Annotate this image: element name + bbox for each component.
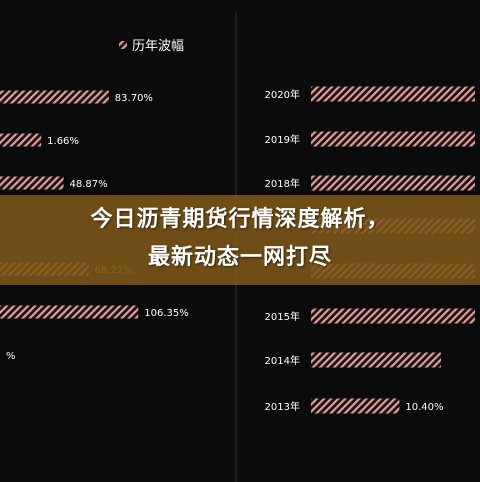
data-label: 1.66% <box>47 136 79 147</box>
category-label: 2015年 <box>265 310 300 323</box>
data-label: % <box>6 351 16 362</box>
data-label: 48.87% <box>70 179 108 190</box>
data-label: 83.70% <box>115 93 153 104</box>
data-label: 10.40% <box>405 402 443 413</box>
category-label: 2020年 <box>265 88 300 101</box>
data-label: 106.35% <box>144 308 189 319</box>
legend-swatch <box>119 41 127 49</box>
bar <box>311 175 475 191</box>
bar <box>311 86 475 102</box>
bar <box>0 90 109 104</box>
headline-line-1: 今日沥青期货行情深度解析， <box>90 207 390 232</box>
bar <box>311 131 475 147</box>
category-label: 2014年 <box>265 354 300 367</box>
category-label: 2019年 <box>265 133 300 146</box>
bar <box>311 398 400 414</box>
bar <box>0 133 42 147</box>
bar <box>311 308 475 324</box>
legend-label: 历年波幅 <box>132 39 184 54</box>
category-label: 2018年 <box>265 177 300 190</box>
headline-line-2: 最新动态一网打尽 <box>147 245 332 270</box>
bar <box>0 305 139 319</box>
category-label: 2013年 <box>265 400 300 413</box>
bar <box>311 352 441 368</box>
headline-banner: 今日沥青期货行情深度解析， 最新动态一网打尽 <box>0 195 480 285</box>
bar <box>0 176 64 190</box>
